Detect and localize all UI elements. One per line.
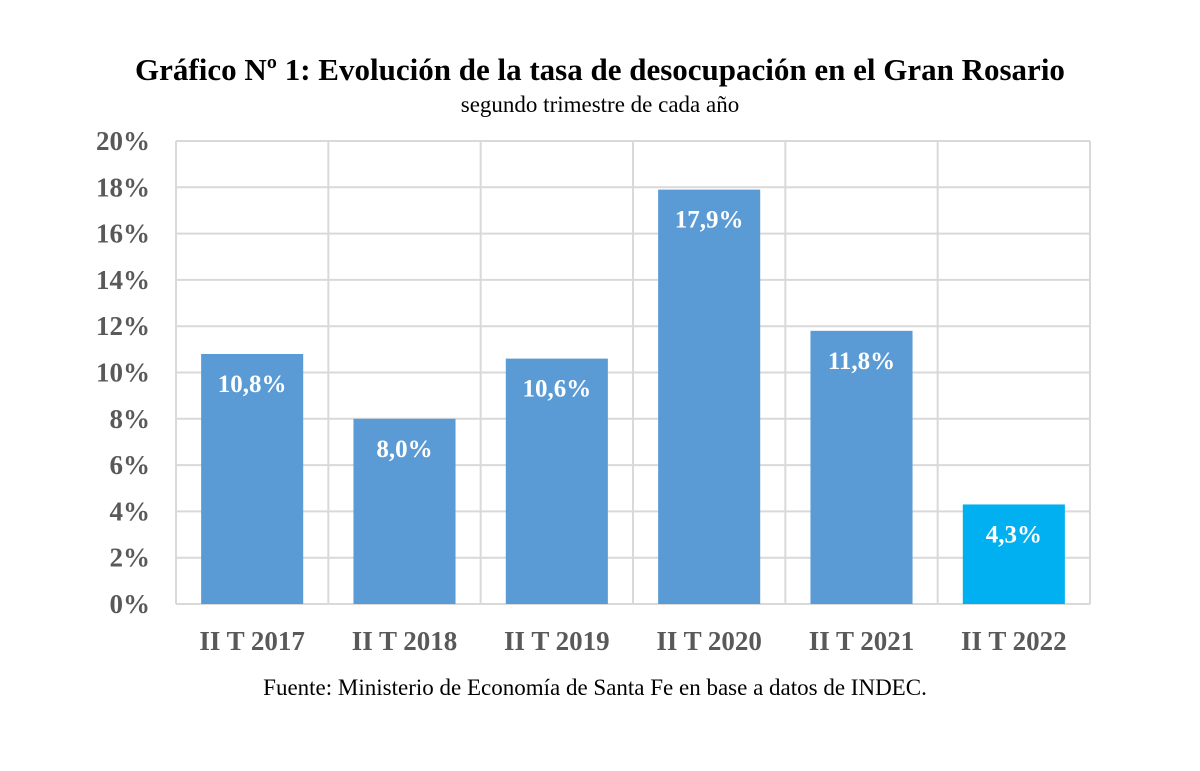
data-label: 11,8% <box>828 348 895 375</box>
bar <box>201 353 304 604</box>
y-tick-label: 2% <box>110 543 151 573</box>
bar <box>353 418 456 604</box>
x-axis: II T 2017 II T 2018 II T 2019 II T 2020 II T… <box>199 626 1066 656</box>
y-tick-label: 16% <box>96 219 150 249</box>
bar <box>505 358 608 604</box>
y-tick-label: 18% <box>96 172 150 202</box>
x-tick-label: II T 2018 <box>352 626 458 656</box>
x-tick-label: II T 2019 <box>504 626 610 656</box>
x-tick-label: II T 2021 <box>809 626 915 656</box>
chart-title: Gráfico Nº 1: Evolución de la tasa de de… <box>135 52 1065 87</box>
bar <box>658 189 761 605</box>
data-labels: 10,8% 8,0% 10,6% 17,9% 11,8% 4,3% <box>218 207 1042 549</box>
data-label: 8,0% <box>376 436 432 463</box>
source-note: Fuente: Ministerio de Economía de Santa … <box>263 675 927 700</box>
y-tick-label: 14% <box>96 265 150 295</box>
x-tick-label: II T 2017 <box>199 626 305 656</box>
y-tick-label: 6% <box>110 450 151 480</box>
y-tick-label: 4% <box>110 496 151 526</box>
chart-subtitle: segundo trimestre de cada año <box>460 92 740 117</box>
gridlines <box>175 140 1091 605</box>
y-tick-label: 12% <box>96 311 150 341</box>
y-tick-label: 20% <box>96 126 150 156</box>
data-label: 10,8% <box>218 371 287 398</box>
bar <box>962 504 1065 604</box>
bar <box>810 330 913 604</box>
data-label: 17,9% <box>675 207 744 234</box>
x-tick-label: II T 2020 <box>656 626 762 656</box>
y-tick-label: 8% <box>110 404 151 434</box>
y-tick-label: 0% <box>110 589 151 619</box>
data-label: 10,6% <box>522 376 591 403</box>
data-label: 4,3% <box>986 521 1042 548</box>
y-axis: 0% 2% 4% 6% 8% 10% 12% 14% 16% 18% 20% <box>96 126 150 619</box>
y-tick-label: 10% <box>96 358 150 388</box>
x-tick-label: II T 2022 <box>961 626 1067 656</box>
bars <box>201 189 1065 605</box>
